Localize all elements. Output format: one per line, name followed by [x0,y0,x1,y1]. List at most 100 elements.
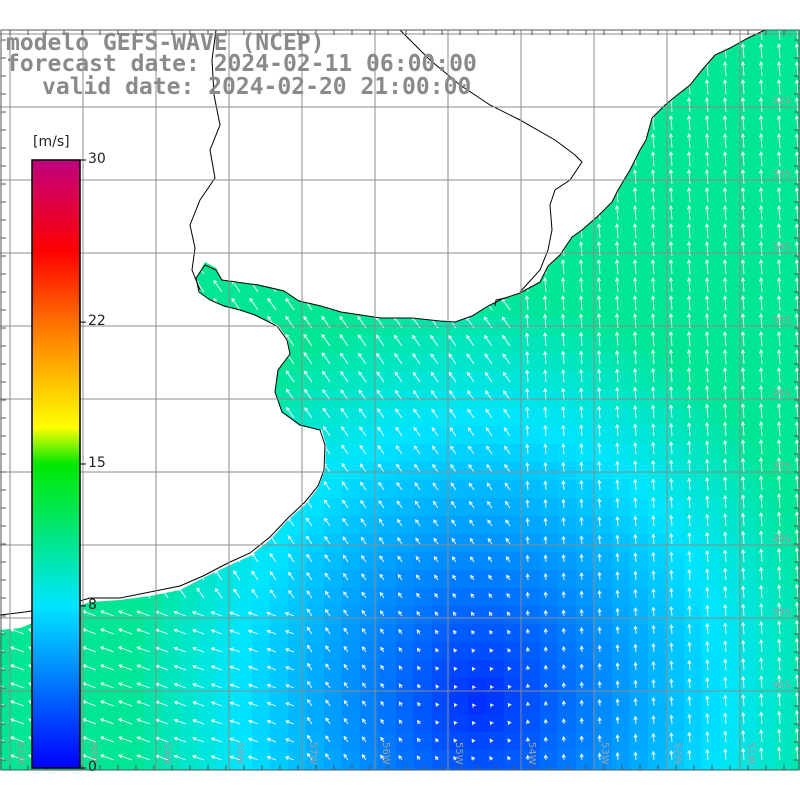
speed-cell [180,588,199,607]
speed-cell [684,174,703,193]
lat-label: 40S [772,680,791,691]
wind-arrow [740,385,746,401]
speed-cell [666,318,685,337]
wind-arrow [306,571,313,581]
speed-cell [486,588,505,607]
wind-arrow [776,259,782,275]
speed-cell [324,480,343,499]
speed-cell [306,660,325,679]
wind-arrow [758,277,764,293]
wind-arrow [525,536,530,545]
wind-arrow [359,463,367,473]
speed-cell [792,336,800,355]
wind-arrow [525,754,530,761]
wind-arrow [579,717,584,725]
speed-cell [684,210,703,229]
speed-cell [396,768,415,770]
speed-cell [288,336,307,355]
speed-cell [666,246,685,265]
speed-cell [792,102,800,121]
wind-arrow [525,406,530,419]
wind-arrow [229,629,241,635]
wind-arrow [578,241,584,257]
wind-arrow [651,588,656,599]
speed-cell [630,300,649,319]
speed-cell [432,570,451,589]
speed-cell [576,642,595,661]
speed-cell [414,606,433,625]
speed-cell [324,552,343,571]
speed-cell [378,354,397,373]
speed-cell [522,336,541,355]
wind-arrow [704,187,710,203]
wind-arrow [740,277,746,293]
speed-cell [522,300,541,319]
speed-cell [666,372,685,391]
speed-cell [612,210,631,229]
wind-arrow [741,512,746,527]
wind-arrow [759,602,764,617]
wind-arrow [324,554,331,563]
wind-arrow [723,439,728,455]
wind-arrow [506,574,511,581]
speed-cell [450,408,469,427]
wind-arrow [249,297,259,311]
wind-arrow [687,550,692,563]
speed-cell [666,462,685,481]
speed-cell [702,588,721,607]
speed-cell [396,480,415,499]
speed-cell [738,84,757,103]
speed-cell [360,480,379,499]
speed-cell [306,372,325,391]
speed-cell [144,750,163,769]
speed-cell [360,588,379,607]
speed-cell [594,552,613,571]
speed-cell [594,624,613,643]
wind-arrow [704,115,710,131]
speed-cell [270,534,289,553]
speed-cell [342,570,361,589]
wind-arrow [777,656,782,671]
speed-cell [522,768,541,770]
wind-arrow [597,571,602,581]
wind-arrow [704,349,710,365]
wind-arrow [615,497,620,509]
speed-cell [774,336,793,355]
speed-cell [234,660,253,679]
wind-arrow [561,387,566,401]
lon-label: 60W [88,742,99,765]
speed-cell [162,678,181,697]
speed-cell [738,660,757,679]
wind-arrow [472,685,476,690]
wind-arrow [669,514,674,527]
speed-cell [774,696,793,715]
wind-arrow [285,333,295,347]
speed-cell [432,642,451,661]
wind-arrow [448,371,457,383]
speed-cell [792,192,800,211]
speed-cell [144,714,163,733]
speed-cell [450,534,469,553]
speed-cell [684,408,703,427]
speed-cell [432,714,451,733]
speed-cell [576,282,595,301]
wind-arrow [343,735,349,743]
wind-arrow [686,277,692,293]
speed-cell [504,408,523,427]
speed-cell [306,516,325,535]
wind-arrow [669,569,674,581]
speed-cell [576,444,595,463]
speed-cell [288,570,307,589]
speed-cell [630,228,649,247]
speed-cell [504,498,523,517]
wind-arrow [468,482,475,491]
wind-arrow [633,349,638,365]
wind-arrow [376,371,385,383]
speed-cell [468,660,487,679]
speed-cell [324,624,343,643]
wind-arrow [687,677,692,689]
speed-cell [360,714,379,733]
valid-date: valid date: 2024-02-20 21:00:00 [42,74,472,100]
wind-arrow [741,639,746,653]
speed-cell [630,282,649,301]
